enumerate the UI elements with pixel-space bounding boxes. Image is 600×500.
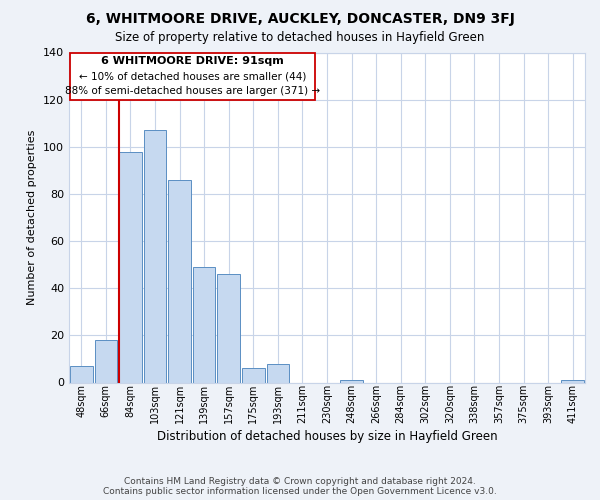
Bar [95, 340, 117, 382]
Text: 6, WHITMOORE DRIVE, AUCKLEY, DONCASTER, DN9 3FJ: 6, WHITMOORE DRIVE, AUCKLEY, DONCASTER, … [86, 12, 514, 26]
Bar [119, 152, 142, 382]
Text: Contains public sector information licensed under the Open Government Licence v3: Contains public sector information licen… [103, 487, 497, 496]
Bar [266, 364, 289, 382]
Bar [168, 180, 191, 382]
Bar [340, 380, 363, 382]
Bar [70, 366, 92, 382]
Text: Size of property relative to detached houses in Hayfield Green: Size of property relative to detached ho… [115, 31, 485, 44]
Text: 88% of semi-detached houses are larger (371) →: 88% of semi-detached houses are larger (… [65, 86, 320, 96]
Y-axis label: Number of detached properties: Number of detached properties [28, 130, 37, 305]
Text: 6 WHITMOORE DRIVE: 91sqm: 6 WHITMOORE DRIVE: 91sqm [101, 56, 284, 66]
Text: Contains HM Land Registry data © Crown copyright and database right 2024.: Contains HM Land Registry data © Crown c… [124, 477, 476, 486]
Bar [193, 267, 215, 382]
Bar [143, 130, 166, 382]
Bar [562, 380, 584, 382]
X-axis label: Distribution of detached houses by size in Hayfield Green: Distribution of detached houses by size … [157, 430, 497, 443]
Text: ← 10% of detached houses are smaller (44): ← 10% of detached houses are smaller (44… [79, 71, 306, 81]
Bar [217, 274, 240, 382]
Bar [242, 368, 265, 382]
